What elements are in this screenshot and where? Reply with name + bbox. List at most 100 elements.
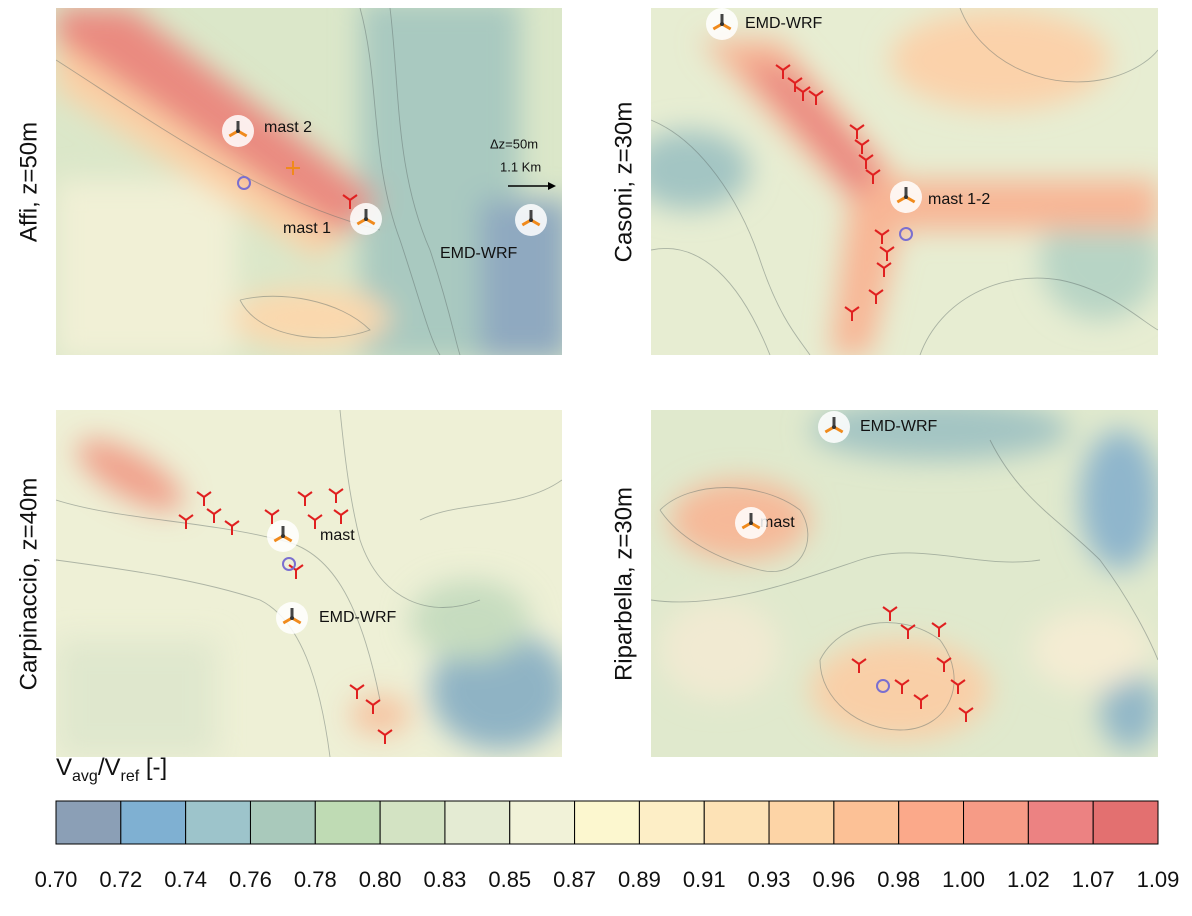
turbine-arm bbox=[958, 707, 967, 714]
colorbar-tick-label: 0.76 bbox=[229, 867, 272, 892]
turbine-marker bbox=[787, 77, 803, 92]
turbine-marker bbox=[882, 606, 898, 621]
turbine-arm bbox=[936, 657, 945, 664]
icon-hub bbox=[720, 22, 724, 26]
colorbar-tick-label: 0.96 bbox=[812, 867, 855, 892]
annotation: Δz=50m bbox=[490, 136, 538, 151]
turbine-arm bbox=[883, 262, 892, 269]
turbine-marker bbox=[950, 679, 966, 694]
turbine-arm bbox=[931, 622, 940, 629]
turbine-marker bbox=[851, 658, 867, 673]
colorbar-bin bbox=[379, 800, 446, 845]
turbine-arm bbox=[304, 491, 313, 498]
annotation: EMD-WRF bbox=[860, 418, 938, 435]
icon-hub bbox=[281, 534, 285, 538]
turbine-marker bbox=[328, 488, 344, 503]
colorbar: 0.70 0.72 0.74 0.76 0.78 0.80 0.83 0.85 0.87 0.89… bbox=[35, 800, 1179, 892]
turbine-arm bbox=[913, 694, 922, 701]
colorbar-bin bbox=[898, 800, 965, 845]
turbine-marker bbox=[865, 169, 881, 184]
turbine-arm bbox=[185, 514, 194, 521]
annotation: mast 1-2 bbox=[928, 191, 990, 208]
turbine-arm bbox=[213, 508, 222, 515]
turbine-marker bbox=[849, 124, 865, 139]
annotation: EMD-WRF bbox=[319, 609, 397, 626]
turbine-arm bbox=[178, 514, 187, 521]
turbine-arm bbox=[872, 169, 881, 176]
label-part: ref bbox=[121, 768, 140, 785]
turbine-arm bbox=[879, 246, 888, 253]
turbine-arm bbox=[782, 64, 791, 71]
turbine-arm bbox=[851, 658, 860, 665]
turbine-arm bbox=[340, 509, 349, 516]
turbine-arm bbox=[349, 684, 358, 691]
mast-icon bbox=[818, 411, 850, 443]
turbine-arm bbox=[314, 514, 323, 521]
turbine-arm bbox=[889, 606, 898, 613]
turbine-arm bbox=[858, 154, 867, 161]
measurement-point bbox=[899, 227, 913, 241]
measurement-point bbox=[237, 176, 251, 190]
turbine-marker bbox=[844, 306, 860, 321]
turbine-marker bbox=[868, 289, 884, 304]
colorbar-bin bbox=[703, 800, 770, 845]
turbine-arm bbox=[271, 509, 280, 516]
turbine-arm bbox=[874, 229, 883, 236]
turbine-arm bbox=[196, 491, 205, 498]
turbine-arm bbox=[802, 86, 811, 93]
icon-hub bbox=[529, 218, 533, 222]
colorbar-tick-label: 0.87 bbox=[553, 867, 596, 892]
turbine-arm bbox=[868, 289, 877, 296]
annotation: mast 1 bbox=[283, 220, 331, 237]
mast-icon bbox=[276, 602, 308, 634]
turbine-arm bbox=[901, 679, 910, 686]
turbine-arm bbox=[808, 90, 817, 97]
mast-icon bbox=[735, 507, 767, 539]
turbine-marker bbox=[900, 624, 916, 639]
turbine-marker bbox=[264, 509, 280, 524]
turbine-arm bbox=[288, 564, 297, 571]
turbine-marker bbox=[206, 508, 222, 523]
icon-hub bbox=[904, 195, 908, 199]
mast-icon bbox=[706, 8, 738, 40]
turbine-arm bbox=[920, 694, 929, 701]
colorbar-tick-label: 0.83 bbox=[424, 867, 467, 892]
annotation: mast bbox=[320, 527, 355, 544]
turbine-marker bbox=[377, 729, 393, 744]
turbine-arm bbox=[787, 77, 796, 84]
colorbar-tick-label: 1.02 bbox=[1007, 867, 1050, 892]
colorbar-bin bbox=[444, 800, 511, 845]
mast-icon bbox=[350, 203, 382, 235]
turbine-arm bbox=[206, 508, 215, 515]
turbine-arm bbox=[882, 606, 891, 613]
turbine-arm bbox=[775, 64, 784, 71]
label-part: V bbox=[56, 754, 72, 781]
turbine-arm bbox=[795, 86, 804, 93]
colorbar-tick-label: 1.07 bbox=[1072, 867, 1115, 892]
annotation: 1.1 Km bbox=[500, 159, 541, 174]
turbine-arm bbox=[231, 520, 240, 527]
mast-icon bbox=[515, 204, 547, 236]
turbine-marker bbox=[333, 509, 349, 524]
colorbar-tick-label: 0.93 bbox=[748, 867, 791, 892]
colorbar-bin bbox=[55, 800, 122, 845]
turbine-arm bbox=[815, 90, 824, 97]
turbine-marker bbox=[931, 622, 947, 637]
turbine-arm bbox=[894, 679, 903, 686]
turbine-arm bbox=[856, 124, 865, 131]
turbine-arm bbox=[881, 229, 890, 236]
turbine-arm bbox=[943, 657, 952, 664]
turbine-arm bbox=[861, 139, 870, 146]
turbine-marker bbox=[342, 194, 358, 209]
colorbar-bin bbox=[574, 800, 640, 845]
colorbar-tick-label: 0.74 bbox=[164, 867, 207, 892]
turbine-marker bbox=[879, 246, 895, 261]
turbine-arm bbox=[938, 622, 947, 629]
map-casoni: EMD-WRF mast 1-2 bbox=[651, 8, 1158, 355]
colorbar-bin bbox=[314, 800, 381, 845]
colorbar-tick-label: 0.85 bbox=[488, 867, 531, 892]
panel-title: Casoni, z=30m bbox=[610, 102, 637, 263]
turbine-arm bbox=[328, 488, 337, 495]
colorbar-tick-label: 0.91 bbox=[683, 867, 726, 892]
colorbar-bin bbox=[768, 800, 835, 845]
